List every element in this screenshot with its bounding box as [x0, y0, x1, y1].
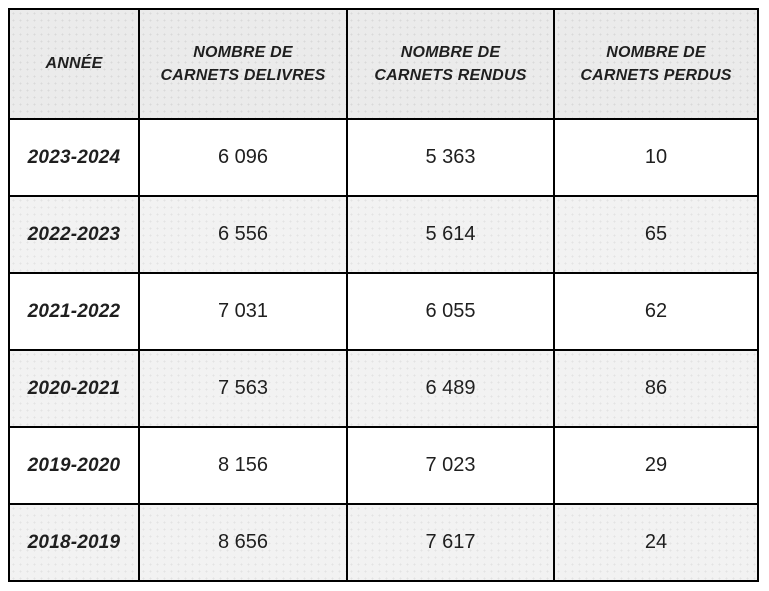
- delivres-cell: 6 556: [138, 195, 348, 274]
- perdus-cell: 86: [553, 349, 759, 428]
- year-cell: 2022-2023: [8, 195, 140, 274]
- header-rendus-line2: CARNETS RENDUS: [374, 67, 527, 84]
- year-cell: 2021-2022: [8, 272, 140, 351]
- header-row: ANNÉE NOMBRE DE CARNETS DELIVRES NOMBRE …: [8, 8, 759, 120]
- delivres-cell: 8 656: [138, 503, 348, 582]
- delivres-cell: 7 563: [138, 349, 348, 428]
- table-row: 2023-2024 6 096 5 363 10: [8, 118, 759, 197]
- table-row: 2018-2019 8 656 7 617 24: [8, 503, 759, 582]
- year-cell: 2019-2020: [8, 426, 140, 505]
- header-carnets-perdus: NOMBRE DE CARNETS PERDUS: [553, 8, 759, 120]
- delivres-cell: 7 031: [138, 272, 348, 351]
- rendus-cell: 5 614: [346, 195, 555, 274]
- delivres-cell: 6 096: [138, 118, 348, 197]
- rendus-cell: 6 055: [346, 272, 555, 351]
- year-cell: 2020-2021: [8, 349, 140, 428]
- perdus-cell: 29: [553, 426, 759, 505]
- header-delivres-line2: CARNETS DELIVRES: [160, 67, 326, 84]
- table-row: 2020-2021 7 563 6 489 86: [8, 349, 759, 428]
- table-header: ANNÉE NOMBRE DE CARNETS DELIVRES NOMBRE …: [8, 8, 759, 120]
- header-carnets-rendus: NOMBRE DE CARNETS RENDUS: [346, 8, 555, 120]
- header-perdus-line1: NOMBRE DE: [606, 43, 706, 61]
- header-annee: ANNÉE: [8, 8, 140, 120]
- carnets-table: ANNÉE NOMBRE DE CARNETS DELIVRES NOMBRE …: [8, 8, 759, 582]
- header-carnets-delivres: NOMBRE DE CARNETS DELIVRES: [138, 8, 348, 120]
- rendus-cell: 5 363: [346, 118, 555, 197]
- perdus-cell: 24: [553, 503, 759, 582]
- table-row: 2022-2023 6 556 5 614 65: [8, 195, 759, 274]
- rendus-cell: 6 489: [346, 349, 555, 428]
- delivres-cell: 8 156: [138, 426, 348, 505]
- year-cell: 2023-2024: [8, 118, 140, 197]
- header-delivres-line1: NOMBRE DE: [193, 43, 293, 61]
- year-cell: 2018-2019: [8, 503, 140, 582]
- table-row: 2019-2020 8 156 7 023 29: [8, 426, 759, 505]
- header-rendus-line1: NOMBRE DE: [400, 43, 501, 61]
- rendus-cell: 7 023: [346, 426, 555, 505]
- header-perdus-line2: CARNETS PERDUS: [580, 67, 732, 84]
- table-row: 2021-2022 7 031 6 055 62: [8, 272, 759, 351]
- perdus-cell: 65: [553, 195, 759, 274]
- perdus-cell: 62: [553, 272, 759, 351]
- perdus-cell: 10: [553, 118, 759, 197]
- rendus-cell: 7 617: [346, 503, 555, 582]
- header-annee-line1: ANNÉE: [45, 55, 103, 73]
- table-body: 2023-2024 6 096 5 363 10 2022-2023 6 556…: [8, 118, 759, 582]
